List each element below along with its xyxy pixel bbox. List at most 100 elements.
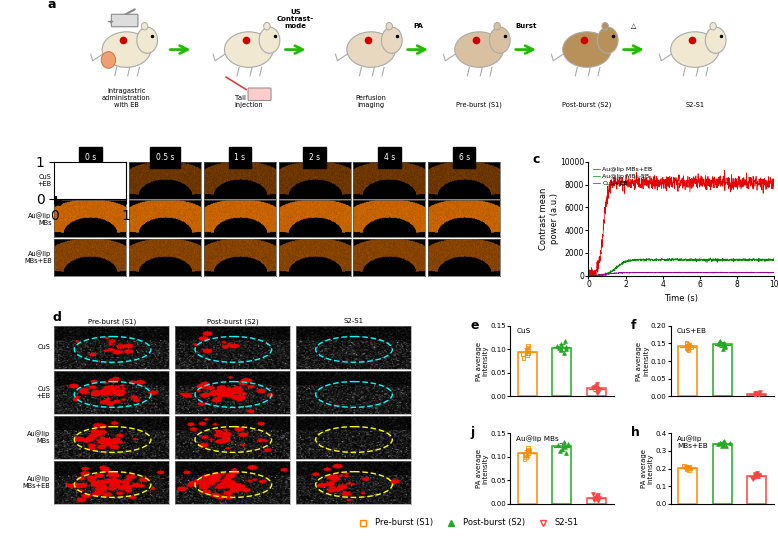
Y-axis label: CuS
+EB: CuS +EB (37, 174, 51, 187)
Point (558, 348, 570, 357)
Point (680, 463, 692, 472)
Point (683, 466, 696, 474)
CuS+EB (729, 270, 738, 276)
Bar (678, 346, 697, 397)
Y-axis label: Au@lip
MBs+EB: Au@lip MBs+EB (23, 475, 51, 489)
Y-axis label: CuS: CuS (37, 344, 51, 350)
Point (591, 493, 603, 502)
Text: e: e (471, 319, 479, 332)
Point (719, 341, 731, 350)
Ellipse shape (347, 32, 395, 68)
Text: f: f (631, 319, 636, 332)
Y-axis label: Contrast mean
power (a.u.): Contrast mean power (a.u.) (539, 188, 559, 250)
Au@lip MBs+EB (665, 175, 675, 182)
CuS+EB (675, 269, 684, 275)
Point (717, 437, 730, 445)
Point (520, 451, 532, 460)
Au@lip MBs+EB (603, 190, 612, 197)
Title: 0 s: 0 s (85, 153, 96, 162)
Au@lip MBs-EB (769, 257, 778, 263)
Bar (678, 467, 697, 504)
Au@lip MBs-EB (729, 257, 738, 264)
Y-axis label: PA average
intensity: PA average intensity (476, 449, 489, 488)
FancyBboxPatch shape (248, 88, 271, 100)
Point (559, 449, 572, 457)
Ellipse shape (101, 51, 116, 68)
Title: 6 s: 6 s (458, 153, 470, 162)
Point (719, 343, 731, 351)
Point (748, 391, 761, 400)
Ellipse shape (259, 27, 280, 53)
Ellipse shape (137, 27, 157, 53)
Point (716, 441, 728, 450)
Bar (518, 352, 537, 397)
Y-axis label: PA average
intensity: PA average intensity (641, 449, 654, 488)
Au@lip MBs-EB (711, 258, 720, 264)
Ellipse shape (264, 23, 270, 30)
Line: Au@lip MBs-EB: Au@lip MBs-EB (588, 258, 774, 276)
CuS+EB (584, 272, 593, 279)
Title: 1 s: 1 s (234, 153, 245, 162)
Y-axis label: PA average
intensity: PA average intensity (636, 341, 650, 381)
Point (520, 345, 533, 354)
Point (751, 468, 763, 477)
Title: Pre-burst (S1): Pre-burst (S1) (88, 318, 136, 325)
Ellipse shape (706, 27, 726, 53)
Point (559, 337, 571, 345)
Au@lip MBs+EB (729, 180, 738, 187)
Text: Au@lip MBs: Au@lip MBs (517, 435, 559, 442)
Point (588, 495, 601, 503)
Point (559, 343, 572, 352)
Point (558, 437, 570, 446)
Point (592, 388, 605, 396)
Bar (587, 388, 606, 397)
CuS+EB (659, 270, 668, 276)
Point (587, 384, 599, 392)
CuS+EB (732, 270, 741, 276)
Point (747, 474, 759, 483)
Point (678, 461, 690, 470)
Point (517, 350, 529, 359)
Text: b: b (54, 196, 63, 209)
Ellipse shape (102, 32, 151, 68)
Point (587, 383, 600, 391)
Point (717, 345, 730, 353)
Point (521, 449, 534, 457)
Ellipse shape (494, 23, 500, 30)
Point (713, 337, 726, 345)
Point (554, 447, 566, 456)
Text: Burst: Burst (515, 23, 537, 29)
Point (555, 445, 568, 453)
Point (521, 343, 534, 352)
Ellipse shape (489, 27, 510, 53)
Point (522, 445, 534, 454)
Point (681, 339, 693, 347)
Point (682, 346, 695, 355)
Au@lip MBs-EB (603, 270, 612, 277)
Point (681, 344, 693, 352)
Title: 4 s: 4 s (384, 153, 395, 162)
Point (749, 389, 762, 398)
Point (749, 470, 762, 478)
CuS+EB (711, 269, 720, 276)
Ellipse shape (386, 23, 392, 30)
Au@lip MBs-EB (659, 256, 668, 263)
Point (559, 345, 572, 354)
Point (749, 391, 762, 400)
Point (753, 390, 766, 399)
Bar (713, 444, 732, 504)
Text: CuS: CuS (517, 328, 531, 334)
Au@lip MBs+EB (584, 272, 593, 279)
Y-axis label: Au@lip
MBs: Au@lip MBs (29, 212, 51, 226)
Ellipse shape (598, 27, 618, 53)
CuS+EB (769, 270, 778, 276)
Text: Perfusion
imaging: Perfusion imaging (356, 95, 387, 108)
Au@lip MBs+EB (720, 167, 729, 174)
Au@lip MBs-EB (665, 258, 675, 264)
Ellipse shape (381, 27, 402, 53)
Point (679, 463, 692, 471)
Au@lip MBs-EB (732, 256, 741, 262)
Point (751, 388, 763, 397)
Point (591, 492, 603, 501)
Bar (748, 475, 766, 504)
